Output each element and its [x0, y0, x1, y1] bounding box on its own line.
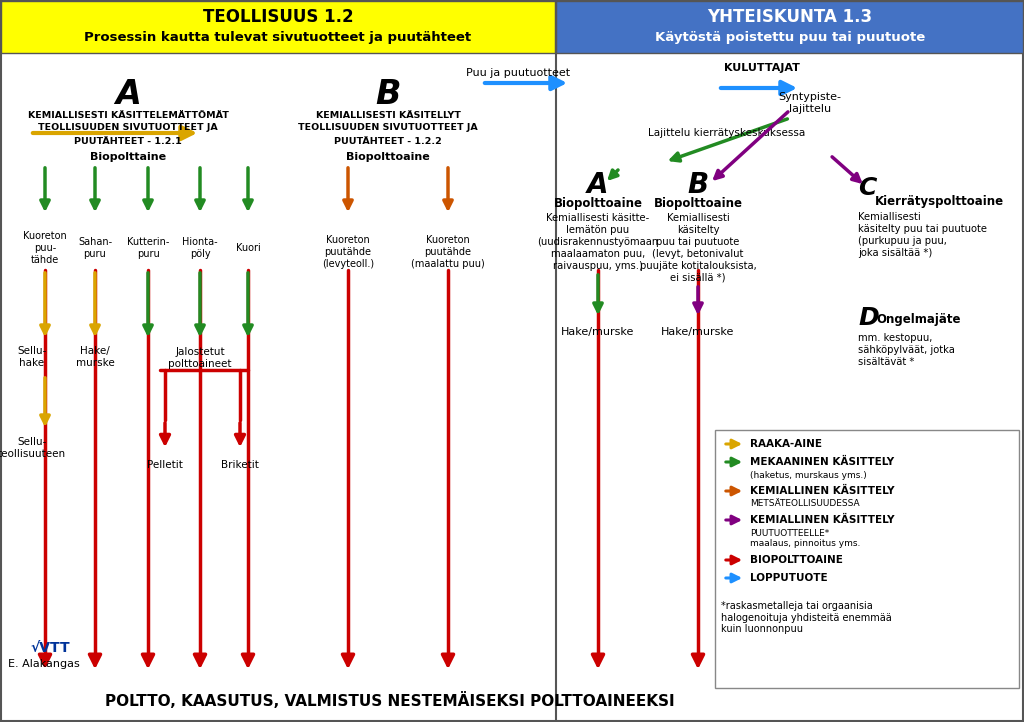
Text: Kuoreton
puu-
tähde: Kuoreton puu- tähde — [24, 231, 67, 264]
Text: Sahan-
puru: Sahan- puru — [78, 238, 112, 258]
Text: (haketus, murskaus yms.): (haketus, murskaus yms.) — [750, 471, 866, 479]
Text: Lajittelu kierrätyskeskuksessa: Lajittelu kierrätyskeskuksessa — [648, 128, 806, 138]
Text: Biopolttoaine: Biopolttoaine — [346, 152, 430, 162]
Text: Sellu-
hake: Sellu- hake — [17, 347, 47, 367]
Text: TEOLLISUUDEN SIVUTUOTTEET JA: TEOLLISUUDEN SIVUTUOTTEET JA — [298, 123, 478, 133]
Text: E. Alakangas: E. Alakangas — [8, 659, 80, 669]
Bar — [1, 1, 555, 53]
Text: Kemiallisesti: Kemiallisesti — [667, 213, 729, 223]
Text: KEMIALLISESTI KÄSITTELEMÄTTÖMÄT: KEMIALLISESTI KÄSITTELEMÄTTÖMÄT — [28, 110, 228, 120]
Text: Puu ja puutuotteet: Puu ja puutuotteet — [466, 68, 570, 78]
Text: *raskasmetalleja tai orgaanisia
halogenoituja yhdisteitä enemmää
kuin luonnonpuu: *raskasmetalleja tai orgaanisia halogeno… — [721, 601, 892, 634]
Text: Pelletit: Pelletit — [147, 460, 183, 470]
Text: TEOLLISUUDEN SIVUTUOTTEET JA: TEOLLISUUDEN SIVUTUOTTEET JA — [38, 123, 218, 133]
Text: KEMIALLISESTI KÄSITELLYT: KEMIALLISESTI KÄSITELLYT — [315, 110, 461, 120]
Text: (purkupuu ja puu,: (purkupuu ja puu, — [858, 236, 947, 246]
Text: Ongelmajäte: Ongelmajäte — [876, 313, 961, 326]
Text: √VTT: √VTT — [30, 641, 70, 655]
Text: KEMIALLINEN KÄSITTELY: KEMIALLINEN KÄSITTELY — [750, 486, 895, 496]
Text: (uudisrakennustyömaan: (uudisrakennustyömaan — [538, 237, 658, 247]
Text: POLTTO, KAASUTUS, VALMISTUS NESTEMÄISEKSI POLTTOAINEEKSI: POLTTO, KAASUTUS, VALMISTUS NESTEMÄISEKS… — [105, 692, 675, 708]
Text: puu tai puutuote: puu tai puutuote — [656, 237, 739, 247]
Text: Hake/
murske: Hake/ murske — [76, 347, 115, 367]
Text: BIOPOLTTOAINE: BIOPOLTTOAINE — [750, 555, 843, 565]
Text: Käytöstä poistettu puu tai puutuote: Käytöstä poistettu puu tai puutuote — [655, 32, 925, 45]
Text: KULUTTAJAT: KULUTTAJAT — [724, 63, 800, 73]
Text: A: A — [587, 171, 608, 199]
Text: joka sisältää *): joka sisältää *) — [858, 248, 932, 258]
Text: Jalostetut
polttoaineet: Jalostetut polttoaineet — [168, 347, 231, 369]
Text: D: D — [858, 306, 879, 330]
Text: LOPPUTUOTE: LOPPUTUOTE — [750, 573, 827, 583]
Text: puujäte kotitalouksista,: puujäte kotitalouksista, — [640, 261, 757, 271]
Text: Kuoreton
puutähde
(maalattu puu): Kuoreton puutähde (maalattu puu) — [411, 235, 485, 269]
Text: sisältävät *: sisältävät * — [858, 357, 914, 367]
Text: A: A — [115, 79, 141, 111]
Text: PUUTUOTTEELLE*: PUUTUOTTEELLE* — [750, 529, 829, 537]
Text: mm. kestopuu,: mm. kestopuu, — [858, 333, 933, 343]
Text: Kuoreton
puutähde
(levyteoll.): Kuoreton puutähde (levyteoll.) — [322, 235, 374, 269]
Text: B: B — [375, 79, 400, 111]
Text: Hionta-
pöly: Hionta- pöly — [182, 238, 218, 258]
Text: maalaamaton puu,: maalaamaton puu, — [551, 249, 645, 259]
Text: sähköpylväät, jotka: sähköpylväät, jotka — [858, 345, 954, 355]
Text: Biopolttoaine: Biopolttoaine — [554, 196, 642, 209]
Text: käsitelty puu tai puutuote: käsitelty puu tai puutuote — [858, 224, 987, 234]
Text: lemätön puu: lemätön puu — [566, 225, 630, 235]
Text: TEOLLISUUS 1.2: TEOLLISUUS 1.2 — [203, 8, 353, 26]
Text: Kemiallisesti käsitte-: Kemiallisesti käsitte- — [547, 213, 649, 223]
Text: Prosessin kautta tulevat sivutuotteet ja puutähteet: Prosessin kautta tulevat sivutuotteet ja… — [84, 32, 472, 45]
Text: Biopolttoaine: Biopolttoaine — [653, 196, 742, 209]
Text: Briketit: Briketit — [221, 460, 259, 470]
Text: Kierrätyspolttoaine: Kierrätyspolttoaine — [874, 196, 1005, 209]
Text: (levyt, betonivalut: (levyt, betonivalut — [652, 249, 743, 259]
Text: METSÄTEOLLISUUDESSA: METSÄTEOLLISUUDESSA — [750, 500, 859, 508]
Text: MEKAANINEN KÄSITTELY: MEKAANINEN KÄSITTELY — [750, 457, 894, 467]
Text: YHTEISKUNTA 1.3: YHTEISKUNTA 1.3 — [708, 8, 872, 26]
Text: Kuori: Kuori — [236, 243, 260, 253]
Text: Biopolttaine: Biopolttaine — [90, 152, 166, 162]
Text: RAAKA-AINE: RAAKA-AINE — [750, 439, 822, 449]
Text: Syntypiste-
lajittelu: Syntypiste- lajittelu — [778, 92, 842, 114]
Bar — [715, 430, 1019, 688]
Text: Sellu-
teollisuuteen: Sellu- teollisuuteen — [0, 438, 67, 458]
Text: B: B — [687, 171, 709, 199]
Text: ei sisällä *): ei sisällä *) — [671, 273, 726, 283]
Text: maalaus, pinnoitus yms.: maalaus, pinnoitus yms. — [750, 539, 860, 549]
Text: käsitelty: käsitelty — [677, 225, 719, 235]
Text: KEMIALLINEN KÄSITTELY: KEMIALLINEN KÄSITTELY — [750, 515, 895, 525]
Text: PUUTÄHTEET - 1.2.1: PUUTÄHTEET - 1.2.1 — [74, 136, 182, 146]
Text: Hake/murske: Hake/murske — [561, 327, 635, 337]
Bar — [556, 1, 1023, 53]
Text: C: C — [858, 176, 877, 200]
Text: Hake/murske: Hake/murske — [662, 327, 734, 337]
Text: Kemiallisesti: Kemiallisesti — [858, 212, 921, 222]
Text: Kutterin-
puru: Kutterin- puru — [127, 238, 169, 258]
Text: PUUTÄHTEET - 1.2.2: PUUTÄHTEET - 1.2.2 — [334, 136, 442, 146]
Text: raivauspuu, yms.): raivauspuu, yms.) — [553, 261, 643, 271]
